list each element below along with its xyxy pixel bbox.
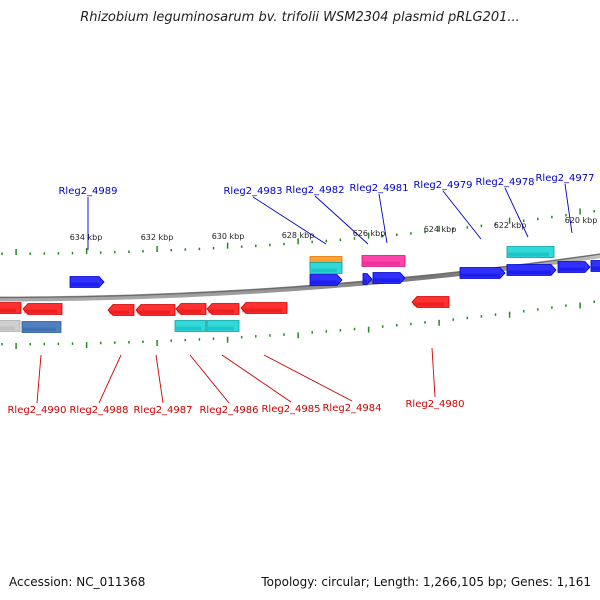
leader-line	[36, 354, 42, 404]
feature-plus_gene[interactable]	[309, 274, 343, 286]
ruler-label: 624 kbp	[424, 225, 457, 234]
leader-line	[504, 187, 529, 238]
feature-plus_gene[interactable]	[506, 264, 557, 276]
gene-labels: Rleg2_4989 Rleg2_4983 Rleg2_4982 Rleg2_4981…	[7, 173, 594, 416]
gene-label[interactable]: Rleg2_4982	[285, 185, 344, 196]
gene-label[interactable]: Rleg2_4979	[413, 180, 472, 191]
accession-text: Accession: NC_011368	[9, 575, 146, 589]
leader-line	[378, 193, 388, 244]
gene-label[interactable]: Rleg2_4983	[223, 186, 282, 197]
leader-line	[442, 190, 482, 240]
ruler-label: 630 kbp	[212, 232, 245, 241]
leader-line	[252, 196, 327, 245]
feature-plus_gene[interactable]	[362, 273, 373, 285]
gene-label[interactable]: Rleg2_4978	[475, 177, 534, 188]
ruler-label: 632 kbp	[141, 233, 174, 242]
gene-label[interactable]: Rleg2_4984	[322, 403, 381, 414]
map-title: Rhizobium leguminosarum bv. trifolii WSM…	[80, 10, 520, 25]
gene-label[interactable]: Rleg2_4987	[133, 405, 192, 416]
ruler-label: 620 kbp	[565, 216, 598, 225]
leader-line	[98, 354, 122, 404]
feature-plus_gene[interactable]	[459, 267, 506, 279]
leader-line	[221, 354, 292, 403]
feature-plus_gene[interactable]	[590, 260, 600, 272]
ruler-label: 628 kbp	[282, 231, 315, 240]
ruler-label: 634 kbp	[70, 233, 103, 242]
feature-minus_gene[interactable]	[135, 304, 176, 316]
leader-line	[314, 195, 369, 245]
gene-label[interactable]: Rleg2_4985	[261, 404, 320, 415]
gene-label[interactable]: Rleg2_4980	[405, 399, 464, 410]
gene-label[interactable]: Rleg2_4977	[535, 173, 594, 184]
leader-line	[155, 354, 164, 404]
leader-line	[564, 183, 573, 234]
feature-minus_gene[interactable]	[411, 296, 450, 308]
feature-minus_gene[interactable]	[107, 304, 135, 316]
gene-label[interactable]: Rleg2_4981	[349, 183, 408, 194]
leader-line	[431, 347, 436, 398]
feature-track	[0, 246, 600, 333]
leader-line	[263, 354, 353, 402]
ruler-ticks-bottom	[1, 300, 595, 349]
ruler-label: 626 kbp	[353, 229, 386, 238]
gene-label[interactable]: Rleg2_4986	[199, 405, 258, 416]
feature-minus_gene[interactable]	[22, 303, 63, 315]
gene-label[interactable]: Rleg2_4989	[58, 186, 117, 197]
feature-minus_gene[interactable]	[240, 302, 288, 314]
feature-minus_gene[interactable]	[206, 303, 240, 315]
feature-rna[interactable]	[174, 320, 207, 332]
feature-rna[interactable]	[206, 320, 240, 332]
feature-minus_gene[interactable]	[175, 303, 207, 315]
feature-plus_gene[interactable]	[69, 276, 105, 288]
feature-rna[interactable]	[506, 246, 555, 258]
gene-label[interactable]: Rleg2_4990	[7, 405, 66, 416]
feature-minus_gene[interactable]	[0, 302, 22, 314]
ruler-label: 622 kbp	[494, 221, 527, 230]
ruler-labels: 634 kbp 632 kbp 630 kbp 628 kbp 626 kbp 624 k…	[70, 216, 598, 242]
gene-leader-lines	[36, 183, 573, 404]
feature-rna[interactable]	[309, 262, 343, 274]
feature-gray_gene[interactable]	[0, 320, 21, 332]
leader-line	[189, 354, 230, 404]
gene-label[interactable]: Rleg2_4988	[69, 405, 128, 416]
feature-plus_gene[interactable]	[372, 272, 406, 284]
feature-plus_gene[interactable]	[557, 261, 591, 273]
feature-blue_steel[interactable]	[21, 321, 62, 333]
ruler-ticks-top	[1, 208, 595, 255]
feature-pseudo[interactable]	[361, 255, 406, 267]
topology-text: Topology: circular; Length: 1,266,105 bp…	[261, 575, 591, 589]
